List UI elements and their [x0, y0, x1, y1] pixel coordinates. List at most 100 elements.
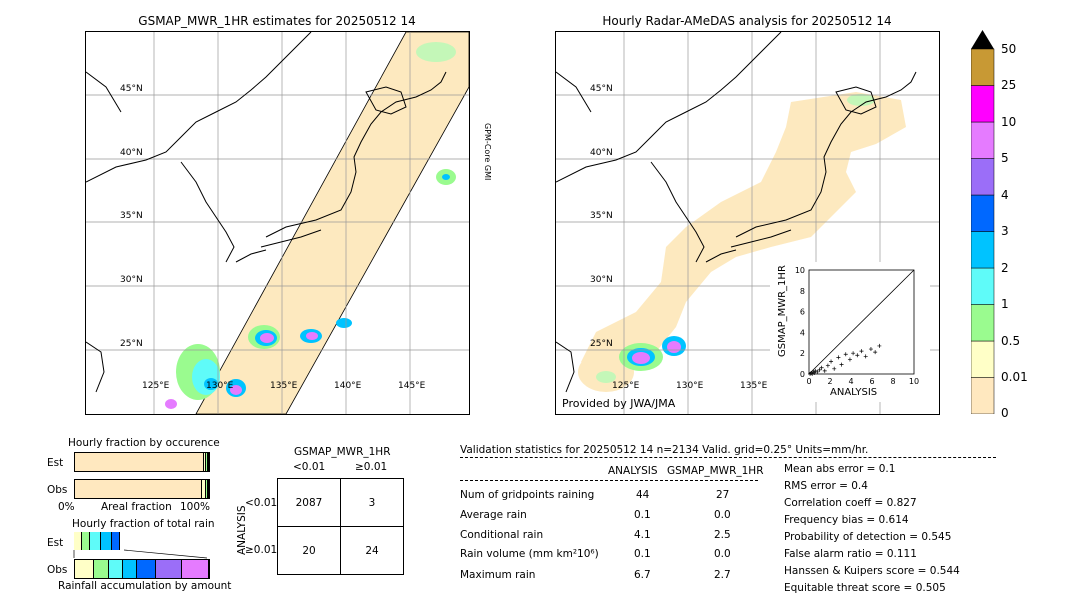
colorbar-graphic: [970, 30, 995, 415]
occurrence-bar-est: [74, 452, 210, 472]
colorbar-tick-3: 3: [1001, 224, 1009, 238]
scatter-point: [819, 365, 824, 370]
score-line: Frequency bias = 0.614: [784, 514, 909, 526]
stat-label: Rain volume (mm km²10⁶): [460, 548, 599, 560]
satellite-swath: [195, 32, 469, 414]
fraction-segment: [111, 532, 120, 550]
occ-row-est: Est: [47, 457, 64, 469]
fraction-segment: [74, 532, 83, 550]
fraction-segment: [82, 532, 91, 550]
fraction-occurrence-title: Hourly fraction by occurence: [68, 437, 220, 449]
scatter-point-group: [808, 343, 882, 376]
right-map-canvas: [556, 32, 939, 414]
scatter-point: [839, 362, 844, 367]
validation-header: Validation statistics for 20250512 14 n=…: [460, 444, 869, 456]
fraction-total-title: Hourly fraction of total rain: [72, 518, 215, 530]
scatter-ytick-label: 8: [800, 287, 805, 296]
colorbar-tick-50: 50: [1001, 42, 1017, 56]
scatter-tick-group: 00 2 2 4 4 6 6 8 8 10 10: [795, 266, 919, 386]
r-lat-label-25: 25°N: [590, 339, 613, 349]
scatter-point: [810, 372, 815, 376]
left-map-canvas: [86, 32, 469, 414]
scatter-ylabel: GSMAP_MWR_1HR: [777, 265, 788, 357]
fraction-segment: [108, 560, 123, 578]
coastlines: [86, 32, 447, 393]
left-map-title: GSMAP_MWR_1HR estimates for 20250512 14: [138, 14, 416, 28]
stat-analysis: 4.1: [634, 529, 651, 541]
fraction-segment: [156, 560, 182, 578]
total-rain-connectors: [73, 549, 208, 559]
colorbar-tick-0.5: 0.5: [1001, 334, 1021, 348]
stat-label: Num of gridpoints raining: [460, 489, 595, 501]
lat-label-25: 25°N: [120, 339, 143, 349]
cell-hit: 24: [340, 526, 404, 575]
stat-label: Average rain: [460, 509, 527, 521]
contingency-title: GSMAP_MWR_1HR: [294, 446, 391, 458]
scatter-ytick-label: 0: [800, 370, 805, 379]
stat-analysis: 0.1: [634, 509, 651, 521]
contingency-table: 2087 3 20 24: [277, 478, 404, 575]
precip-blobs: [165, 42, 456, 409]
scatter-point: [836, 355, 841, 360]
scatter-xtick-label: 10: [909, 377, 919, 386]
colorbar-segment: [970, 85, 995, 123]
fraction-segment: [203, 453, 207, 471]
lon-label-135: 135°E: [270, 381, 298, 391]
stat-gsmap: 0.0: [714, 509, 731, 521]
fraction-segment: [100, 532, 112, 550]
colorbar-tick-4: 4: [1001, 188, 1009, 202]
scatter-point: [825, 363, 830, 368]
r-lat-label-35: 35°N: [590, 211, 613, 221]
contingency-col-1: <0.01: [293, 461, 326, 473]
scatter-xtick-label: 0: [806, 377, 811, 386]
fraction-segment: [75, 453, 204, 471]
fraction-segment: [181, 560, 210, 578]
colorbar-tick-25: 25: [1001, 78, 1017, 92]
lat-label-30: 30°N: [120, 275, 143, 285]
occ-axis-mid: Areal fraction: [101, 501, 172, 513]
colorbar-tick-0.01: 0.01: [1001, 370, 1028, 384]
colorbar-segment: [970, 48, 995, 86]
colorbar-tick-10: 10: [1001, 115, 1017, 129]
r-lat-label-30: 30°N: [590, 275, 613, 285]
lon-label-130: 130°E: [206, 381, 234, 391]
r-lon-label-135: 135°E: [740, 381, 768, 391]
scatter-point: [855, 353, 860, 358]
score-line: Equitable threat score = 0.505: [784, 582, 946, 594]
fraction-segment: [206, 480, 208, 498]
score-line: Hanssen & Kuipers score = 0.544: [784, 565, 960, 577]
occ-row-obs: Obs: [47, 484, 68, 496]
scatter-inset: 0 0 2 2 4 4 6 6 8 8 10 10 ANALYSIS GSMAP_MWR_1HR: [770, 262, 930, 402]
total-row-obs: Obs: [47, 564, 68, 576]
fraction-segment: [207, 480, 209, 498]
scatter-point: [822, 368, 827, 373]
stat-analysis: 44: [636, 489, 650, 501]
colorbar-extend-arrow: [971, 30, 994, 49]
total-bar-obs: [74, 559, 210, 579]
colorbar-segment: [970, 377, 995, 415]
cell-miss: 20: [277, 526, 341, 575]
r-lon-label-125: 125°E: [612, 381, 640, 391]
colorbar-segment: [970, 158, 995, 196]
scatter-ytick-label: 10: [795, 266, 805, 275]
scatter-ytick-label: 6: [800, 308, 805, 317]
colorbar-segment: [970, 121, 995, 159]
r-lat-label-40: 40°N: [590, 148, 613, 158]
scatter-point: [813, 368, 818, 373]
colorbar-segment: [970, 304, 995, 342]
fraction-segment: [75, 480, 203, 498]
total-row-est: Est: [47, 537, 64, 549]
total-bar-est: [74, 532, 208, 550]
fraction-segment: [75, 560, 95, 578]
lon-label-140: 140°E: [334, 381, 362, 391]
one-to-one-line: [808, 269, 915, 375]
scatter-point: [832, 366, 837, 371]
stat-label: Conditional rain: [460, 529, 544, 541]
coastlines-right: [556, 32, 917, 393]
colorbar-tick-0: 0: [1001, 406, 1009, 420]
scatter-point: [843, 352, 848, 357]
r-lat-label-45: 45°N: [590, 84, 613, 94]
validation-col-analysis: ANALYSIS: [608, 465, 658, 477]
scatter-point: [859, 349, 864, 354]
satellite-side-label: GPM-Core GMI: [483, 123, 492, 181]
